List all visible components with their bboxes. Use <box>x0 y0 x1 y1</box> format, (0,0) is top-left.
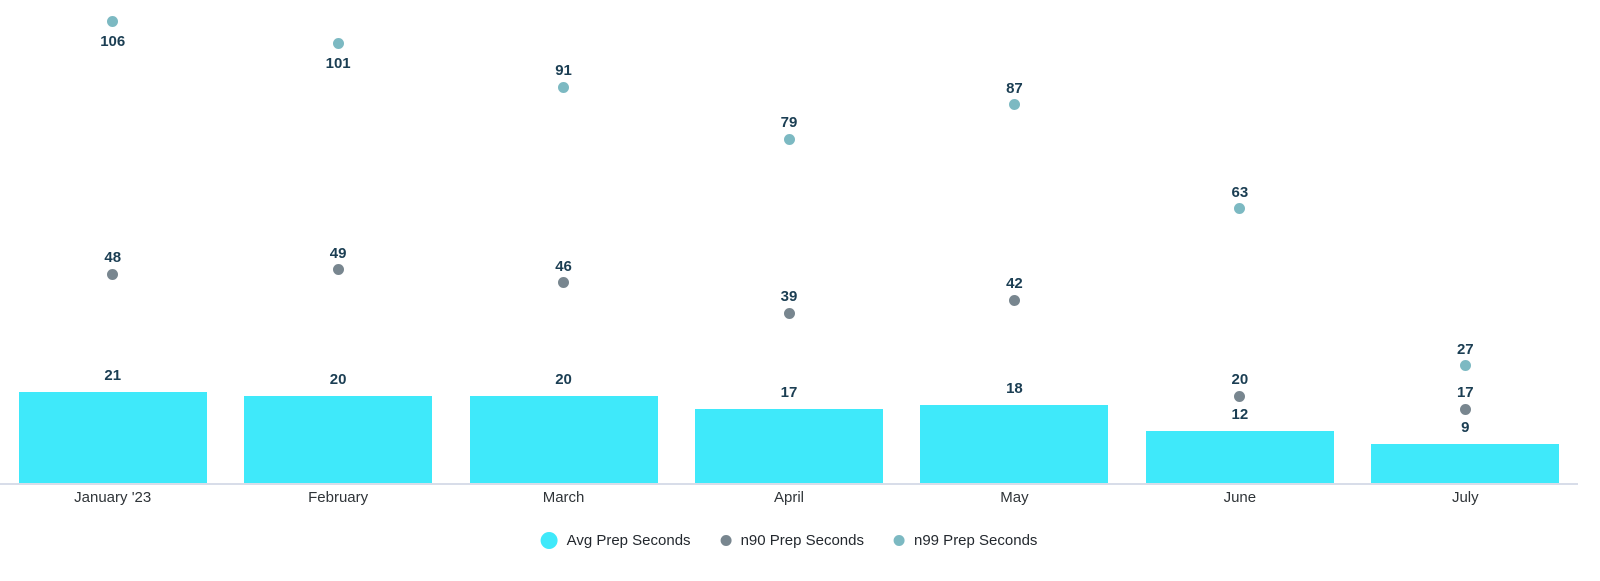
bar-value-label: 12 <box>1231 405 1249 423</box>
n90-point[interactable] <box>1008 294 1020 306</box>
bar-value-label: 9 <box>1461 418 1470 436</box>
n90-point[interactable] <box>1234 390 1246 402</box>
legend-item-label: n90 Prep Seconds <box>740 532 864 549</box>
bar-value-label: 21 <box>104 366 122 384</box>
n90-point-value-label: 42 <box>1006 275 1023 293</box>
n90-point-value-label: 39 <box>780 288 798 306</box>
avg-prep-legend-marker-icon <box>540 532 558 549</box>
bar-value-label: 20 <box>329 371 347 388</box>
n99-point-value-label: 91 <box>555 62 572 80</box>
n90-point[interactable] <box>558 277 570 289</box>
legend-item-avg-prep-seconds[interactable]: Avg Prep Seconds <box>540 532 691 549</box>
chart-legend: Avg Prep Seconds n90 Prep Seconds n99 Prep… <box>540 532 1038 549</box>
n99-point[interactable] <box>1008 99 1020 111</box>
n99-point[interactable] <box>332 38 344 50</box>
x-axis-line <box>0 483 1578 485</box>
x-axis-label: April <box>773 489 805 506</box>
n99-point[interactable] <box>1459 360 1471 372</box>
n90-point[interactable] <box>107 268 119 280</box>
legend-item-label: Avg Prep Seconds <box>566 532 691 549</box>
avg-prep-bar[interactable] <box>1145 430 1334 483</box>
n99-point[interactable] <box>558 81 570 93</box>
x-axis-label: June <box>1223 489 1257 506</box>
n90-point-value-label: 20 <box>1231 371 1249 388</box>
avg-prep-bar[interactable] <box>469 396 658 483</box>
n99-point-value-label: 101 <box>325 54 351 72</box>
bar-value-label: 18 <box>1006 379 1023 397</box>
bar-value-label: 17 <box>780 384 798 402</box>
avg-prep-bar[interactable] <box>695 409 883 483</box>
n99-point-value-label: 87 <box>1006 79 1023 97</box>
n99-point-value-label: 27 <box>1456 340 1474 358</box>
n90-point-value-label: 49 <box>329 244 347 262</box>
n99-point[interactable] <box>107 16 119 28</box>
avg-prep-bar[interactable] <box>920 404 1109 483</box>
x-axis-label: May <box>1000 489 1029 506</box>
avg-prep-bar[interactable] <box>1371 443 1560 483</box>
n90-point-value-label: 17 <box>1456 384 1474 402</box>
x-axis-label: January '23 <box>74 489 152 506</box>
n99-point-value-label: 106 <box>100 32 126 50</box>
n99-point-value-label: 79 <box>780 114 798 132</box>
n90-point-value-label: 48 <box>104 249 122 267</box>
legend-item-n90-prep-seconds[interactable]: n90 Prep Seconds <box>720 532 864 549</box>
n99-point[interactable] <box>1234 203 1246 215</box>
avg-prep-bar[interactable] <box>244 396 433 483</box>
x-axis-label: July <box>1451 489 1479 506</box>
x-axis-label: March <box>542 489 585 506</box>
n90-point-value-label: 46 <box>555 257 572 275</box>
x-axis-label: February <box>308 489 369 506</box>
n99-point[interactable] <box>783 133 795 145</box>
n99-point-value-label: 63 <box>1231 183 1249 201</box>
n90-legend-marker-icon <box>720 535 732 546</box>
n90-point[interactable] <box>1459 403 1471 415</box>
legend-item-n99-prep-seconds[interactable]: n99 Prep Seconds <box>893 532 1038 549</box>
legend-item-label: n99 Prep Seconds <box>913 532 1038 549</box>
n90-point[interactable] <box>332 264 344 276</box>
n99-legend-marker-icon <box>893 535 905 546</box>
n90-point[interactable] <box>783 307 795 319</box>
avg-prep-bar[interactable] <box>18 391 207 483</box>
bar-value-label: 20 <box>555 371 572 388</box>
